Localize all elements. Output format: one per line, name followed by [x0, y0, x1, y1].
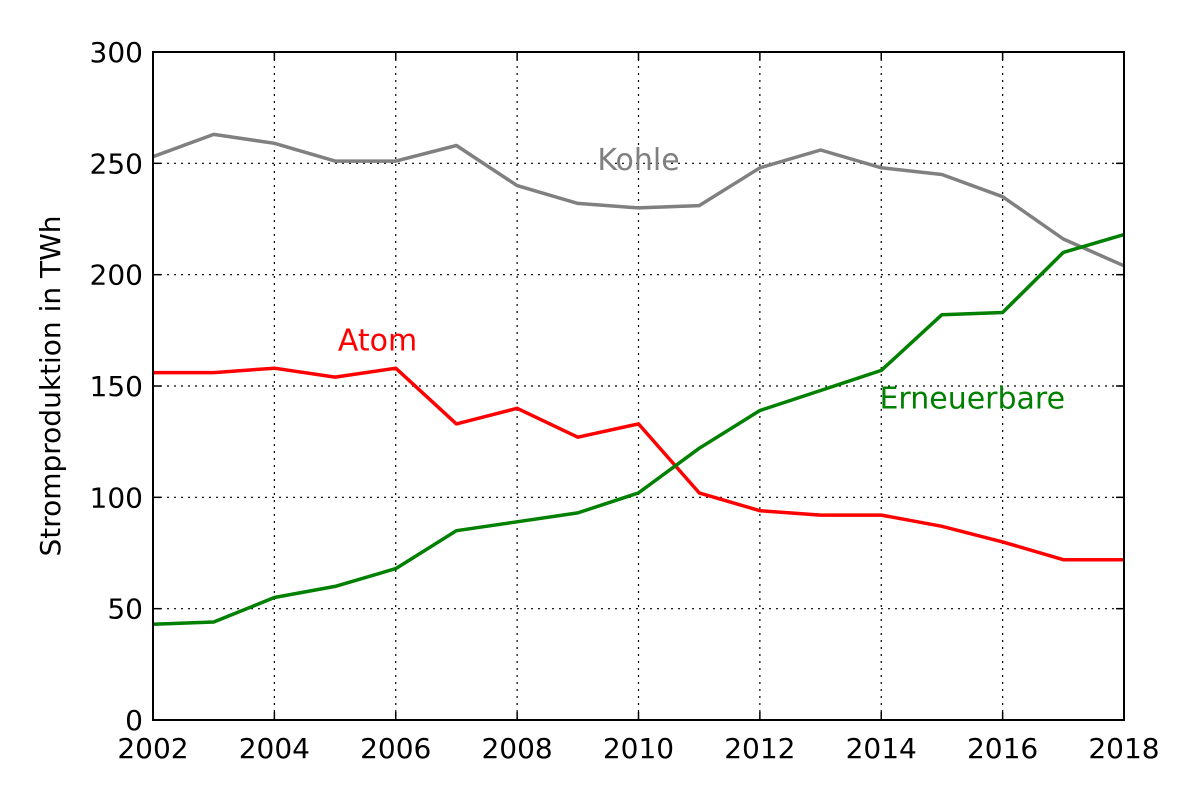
x-tick-label: 2006 [360, 732, 431, 765]
series-label-erneuerbare: Erneuerbare [879, 381, 1065, 416]
x-tick-label: 2018 [1088, 732, 1159, 765]
y-tick-label: 0 [125, 704, 143, 737]
series-line-kohle [152, 132, 1125, 268]
y-tick-label: 200 [90, 259, 143, 292]
series-label-kohle: Kohle [597, 143, 679, 178]
series-line-atom [153, 366, 1124, 562]
series-lines [152, 132, 1125, 627]
axis-ticks: 2002 2004 2006 2008 2010 2012 2014 2016 2018 0 50 1… [90, 36, 1160, 765]
series-label-atom: Atom [338, 323, 417, 358]
y-tick-label: 300 [90, 36, 143, 69]
y-tick-label: 250 [90, 147, 143, 180]
y-tick-label: 50 [107, 593, 143, 626]
x-tick-label: 2002 [117, 732, 188, 765]
series-line-erneuerbare [152, 232, 1125, 627]
y-tick-label: 100 [90, 481, 143, 514]
x-tick-label: 2010 [603, 732, 674, 765]
grid-lines [153, 52, 1124, 720]
x-tick-label: 2004 [239, 732, 310, 765]
x-tick-label: 2014 [846, 732, 917, 765]
x-tick-label: 2012 [724, 732, 795, 765]
y-axis-title: Stromproduktion in TWh [34, 215, 67, 556]
series-labels: Kohle Atom Erneuerbare [338, 143, 1065, 416]
y-tick-label: 150 [90, 370, 143, 403]
x-tick-label: 2016 [967, 732, 1038, 765]
x-tick-label: 2008 [481, 732, 552, 765]
